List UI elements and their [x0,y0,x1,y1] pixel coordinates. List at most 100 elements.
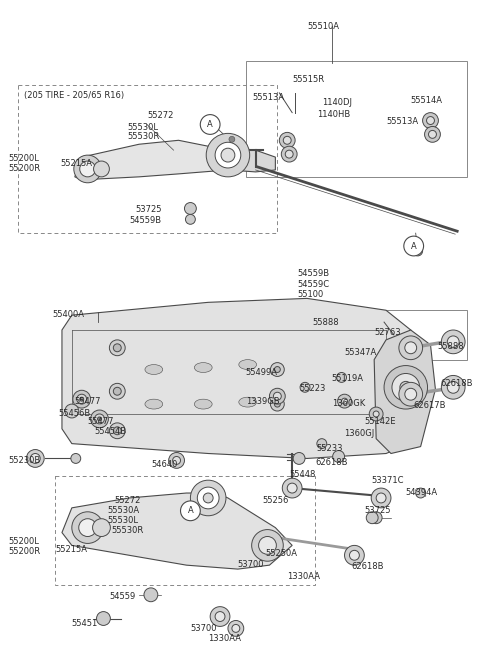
Circle shape [30,453,40,463]
Polygon shape [62,493,292,569]
Circle shape [191,480,226,515]
Text: 52763: 52763 [374,328,401,337]
Text: 1339GB: 1339GB [246,397,279,406]
Circle shape [173,457,180,465]
Circle shape [275,401,280,407]
Bar [246,61,467,177]
Circle shape [392,374,420,401]
Circle shape [200,115,220,135]
Circle shape [97,417,101,421]
Circle shape [113,427,121,435]
Text: 55477: 55477 [88,417,114,426]
Text: 55200L: 55200L [9,154,39,163]
Text: 55513A: 55513A [386,117,418,125]
Circle shape [210,607,230,626]
Ellipse shape [239,397,257,407]
Circle shape [192,509,197,515]
Circle shape [447,381,459,393]
Circle shape [429,131,436,139]
Circle shape [371,488,391,508]
Text: 55477: 55477 [75,397,101,406]
Text: 1330AA: 1330AA [287,572,320,581]
Text: 55530L: 55530L [108,515,138,525]
Text: 54640: 54640 [152,461,178,469]
Circle shape [180,501,200,521]
Polygon shape [75,141,236,180]
Polygon shape [62,298,411,459]
Circle shape [270,397,284,411]
Text: 53371C: 53371C [371,477,404,485]
Circle shape [370,512,382,523]
Circle shape [144,588,158,602]
Text: 55510A: 55510A [307,22,339,31]
Text: 55448: 55448 [289,471,315,479]
Bar [18,85,277,233]
Circle shape [400,381,412,393]
Circle shape [109,423,125,439]
Text: 55119A: 55119A [332,374,364,383]
Circle shape [168,453,184,469]
Circle shape [80,161,96,177]
Text: 55250A: 55250A [265,549,298,558]
Circle shape [300,382,310,392]
Circle shape [279,133,295,148]
Circle shape [337,394,351,408]
Text: 55223: 55223 [299,384,325,393]
Circle shape [422,113,438,129]
Text: 55272: 55272 [114,496,141,505]
Text: 55215A: 55215A [55,545,87,554]
Text: (205 TIRE - 205/65 R16): (205 TIRE - 205/65 R16) [24,91,124,100]
Text: 62618B: 62618B [351,562,384,571]
Circle shape [283,137,291,145]
Text: 55888: 55888 [437,342,464,351]
Text: 55513A: 55513A [252,93,285,102]
Circle shape [77,394,87,404]
Text: 54559B: 54559B [129,216,161,225]
Text: 55200L: 55200L [9,537,39,546]
Circle shape [184,203,196,214]
Circle shape [274,392,281,400]
Circle shape [416,488,426,498]
Ellipse shape [239,360,257,370]
Text: 55347A: 55347A [345,348,377,357]
Circle shape [333,451,345,463]
Circle shape [349,550,360,560]
Circle shape [399,336,422,360]
Circle shape [399,382,422,406]
Text: 54559: 54559 [109,592,136,601]
Circle shape [442,330,465,354]
Circle shape [197,487,219,509]
Circle shape [109,340,125,356]
Bar [292,345,391,429]
Circle shape [109,383,125,399]
Circle shape [94,161,109,177]
Text: 1360GJ: 1360GJ [345,429,375,438]
Circle shape [317,439,327,449]
Text: 55530R: 55530R [127,133,159,141]
Text: 55530R: 55530R [111,525,144,535]
Text: 55451: 55451 [72,618,98,628]
Circle shape [26,449,44,467]
Circle shape [232,624,240,632]
Circle shape [285,150,293,158]
Text: 55200R: 55200R [9,547,41,556]
Text: A: A [207,120,213,129]
Circle shape [404,236,423,256]
Text: 54559C: 54559C [297,280,329,288]
Text: 55400A: 55400A [52,310,84,319]
Bar [305,310,467,360]
Ellipse shape [145,399,163,409]
Text: 55530L: 55530L [127,123,158,131]
Circle shape [442,376,465,399]
Circle shape [366,512,378,523]
Circle shape [376,493,386,503]
Circle shape [221,148,235,162]
Text: A: A [411,242,417,251]
Circle shape [259,537,276,554]
Text: 55515R: 55515R [292,75,324,84]
Circle shape [72,512,104,543]
Circle shape [425,127,440,143]
Text: 55499A: 55499A [246,368,278,377]
Circle shape [113,344,121,352]
Text: 55230B: 55230B [9,457,41,465]
